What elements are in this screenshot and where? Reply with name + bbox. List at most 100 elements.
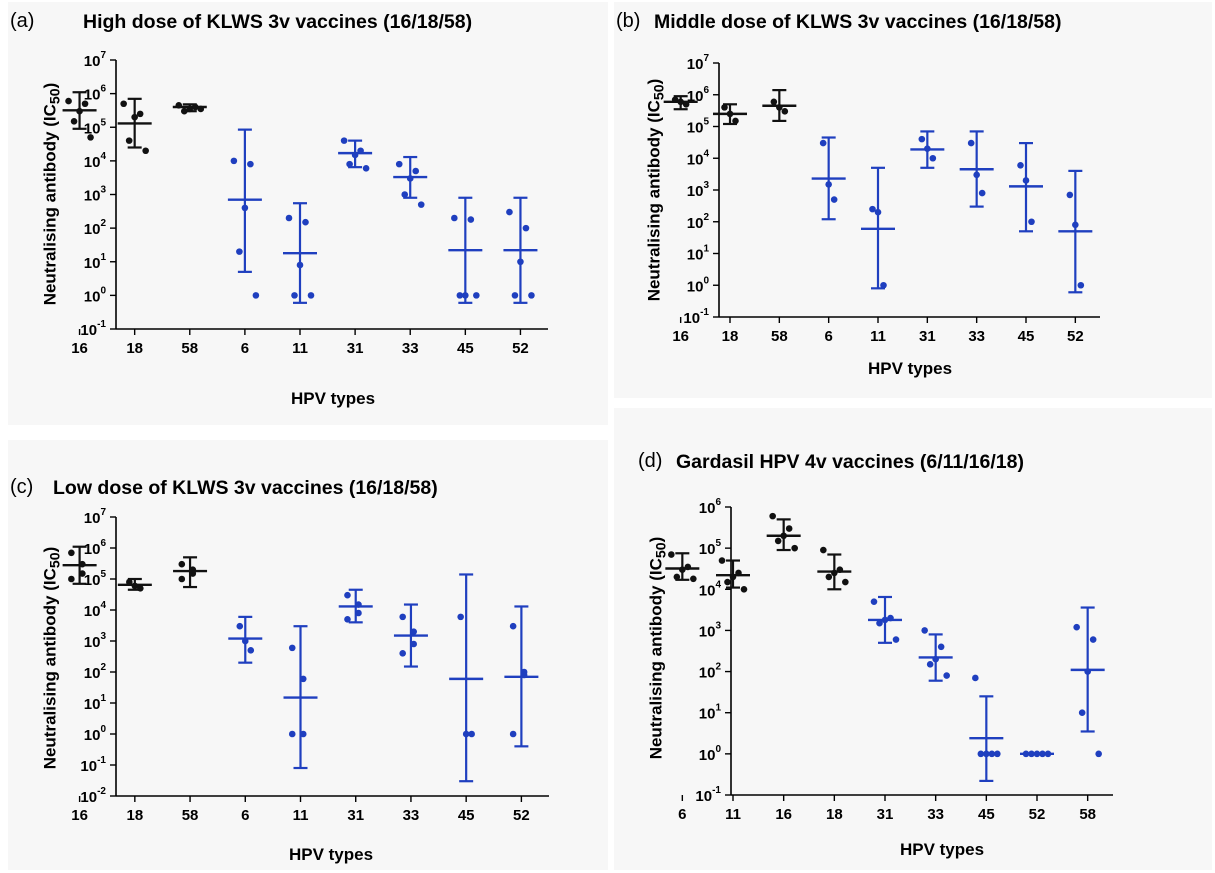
y-axis-label: Neutralising antibody (IC50) [646, 537, 669, 760]
y-tick-exponent: 4 [715, 579, 721, 590]
panel-label: (a) [10, 10, 35, 32]
data-point [721, 104, 728, 111]
data-point [412, 167, 420, 175]
data-point [68, 575, 75, 583]
x-tick-label: 18 [126, 340, 143, 357]
data-point [137, 585, 144, 592]
x-tick-label: 16 [71, 807, 88, 824]
x-tick-label: 33 [402, 340, 419, 357]
data-point [1072, 221, 1079, 229]
data-point [677, 98, 684, 106]
x-tick-label: 16 [775, 806, 792, 823]
data-point [399, 613, 406, 621]
data-point [729, 573, 737, 581]
data-point [299, 675, 307, 683]
data-point [869, 205, 876, 213]
x-tick-label: 18 [826, 806, 843, 823]
x-tick-label: 52 [512, 340, 529, 357]
y-tick-exponent: 7 [703, 53, 709, 64]
y-tick-label: 106 [699, 497, 722, 517]
data-point [236, 248, 243, 255]
data-point [1095, 750, 1102, 758]
y-tick-exponent: 5 [100, 569, 106, 580]
y-tick-exponent: 5 [703, 117, 709, 128]
data-point [451, 214, 458, 222]
y-tick-exponent: 1 [715, 703, 721, 714]
data-point [1078, 709, 1086, 717]
data-point [924, 145, 931, 152]
y-tick-label: 104 [84, 151, 107, 171]
y-axis-label-close: ) [644, 78, 664, 85]
data-point [522, 224, 530, 232]
y-tick-exponent: 7 [100, 50, 106, 61]
data-point [399, 650, 406, 657]
data-point [186, 105, 194, 113]
x-tick-label: 31 [877, 806, 894, 823]
y-tick-label: 10-1 [80, 319, 106, 339]
y-axis-label-subscript: 50 [653, 542, 670, 559]
data-point [978, 189, 986, 197]
data-point [684, 563, 692, 571]
y-tick-exponent: 3 [100, 631, 106, 642]
y-tick-exponent: 4 [100, 151, 106, 162]
data-point [983, 750, 990, 758]
y-tick-label: 100 [687, 275, 710, 295]
y-tick-label: 10-1 [80, 755, 106, 775]
data-point [299, 730, 307, 738]
data-point [247, 647, 255, 654]
chart-title: High dose of KLWS 3v vaccines (16/18/58) [83, 11, 473, 33]
data-point [509, 622, 517, 630]
data-point [511, 292, 519, 299]
data-point [136, 110, 144, 118]
x-tick-label: 45 [978, 806, 995, 823]
data-point [189, 570, 197, 577]
data-point [673, 573, 681, 581]
data-point [831, 569, 838, 577]
y-axis-label-close: ) [646, 536, 666, 543]
data-point [1089, 636, 1097, 643]
y-tick-exponent: 2 [100, 218, 106, 229]
x-tick-label: 58 [771, 328, 788, 345]
data-point [142, 147, 149, 155]
data-point [943, 672, 950, 679]
y-tick-exponent: -1 [97, 319, 106, 330]
data-point [1028, 750, 1035, 758]
y-tick-exponent: 3 [715, 620, 721, 631]
y-tick-label: 100 [84, 285, 107, 305]
y-tick-exponent: 2 [703, 212, 709, 223]
y-tick-exponent: 2 [715, 662, 721, 673]
chart-title: Low dose of KLWS 3v vaccines (16/18/58) [53, 477, 438, 499]
y-axis-label-close: ) [40, 546, 60, 553]
data-point [357, 147, 364, 155]
data-point [1073, 623, 1080, 631]
data-point [918, 135, 926, 143]
y-tick-label: 101 [84, 693, 107, 713]
data-point [462, 292, 469, 299]
data-point [346, 160, 353, 168]
y-tick-label: 107 [687, 53, 710, 73]
data-point [307, 292, 315, 299]
x-tick-label: 58 [182, 807, 199, 824]
data-point [457, 613, 464, 621]
x-tick-label: 52 [513, 807, 530, 824]
y-tick-exponent: 1 [703, 244, 709, 255]
x-tick-label: 58 [1079, 806, 1096, 823]
data-point [892, 636, 900, 643]
data-point [340, 137, 348, 144]
y-axis-label-text: Neutralising antibody (IC [40, 568, 60, 770]
data-point [410, 640, 417, 648]
data-point [769, 512, 776, 520]
x-tick-label: 11 [725, 806, 741, 823]
y-axis-label-subscript: 50 [47, 88, 64, 105]
y-tick-label: 105 [84, 117, 107, 137]
data-point [682, 101, 690, 108]
data-point [473, 292, 480, 299]
y-tick-label: 105 [699, 538, 722, 558]
data-point [178, 560, 186, 568]
y-tick-label: 103 [84, 631, 107, 651]
y-tick-label: 10-1 [683, 307, 709, 327]
y-tick-label: 101 [687, 244, 710, 264]
